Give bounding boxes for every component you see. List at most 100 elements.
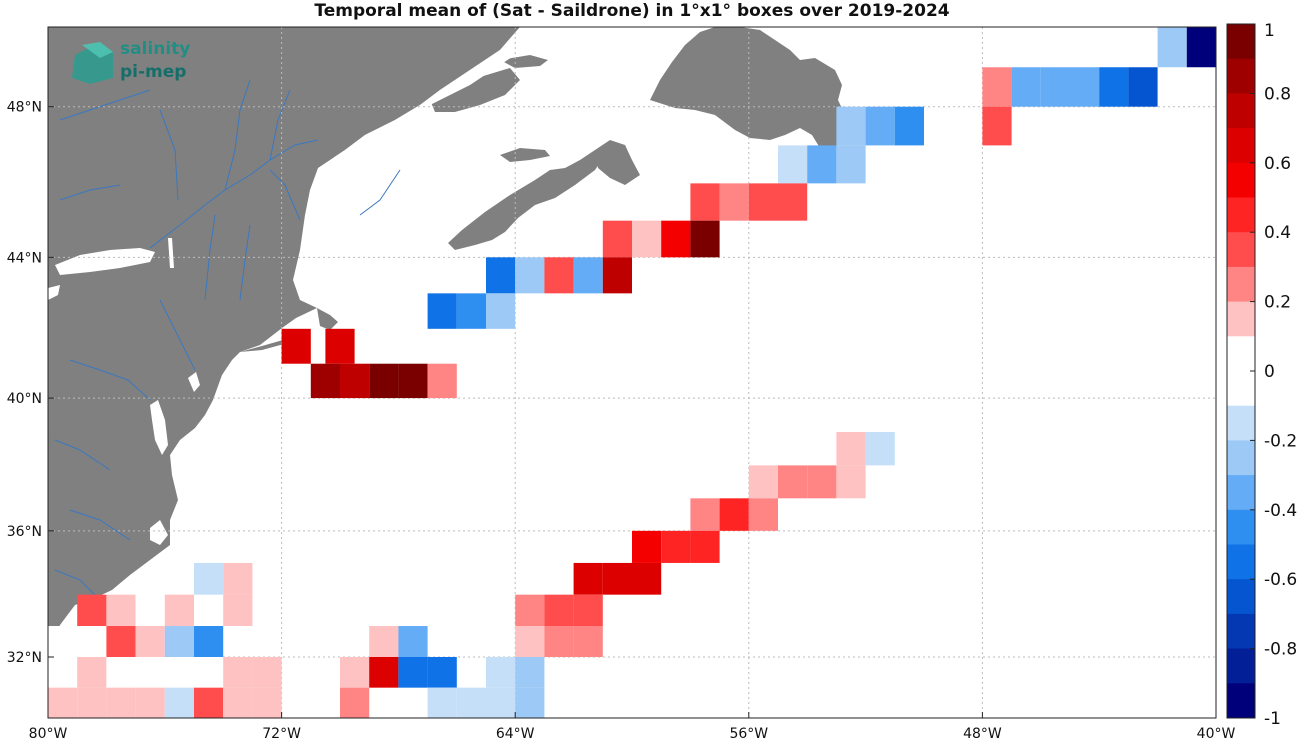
salinity-pimep-logo: salinity pi-mep	[72, 39, 190, 84]
data-cell	[778, 145, 808, 184]
data-cell	[836, 431, 866, 466]
data-cell	[573, 626, 603, 658]
data-cell	[194, 626, 224, 658]
lon-tick-labels: 80°W 72°W 64°W 56°W 48°W 40°W	[29, 712, 1235, 740]
data-cell	[486, 293, 516, 329]
data-cell	[632, 220, 662, 258]
data-cell	[48, 657, 78, 688]
colorbar-segment	[1227, 197, 1255, 233]
data-cell	[427, 363, 457, 399]
colorbar-segment	[1227, 93, 1255, 129]
lat-tick-labels: 48°N 44°N 40°N 36°N 32°N	[7, 100, 54, 666]
data-cell	[340, 657, 370, 688]
nova-scotia	[448, 150, 605, 250]
colorbar-segment	[1227, 24, 1255, 60]
data-cell	[223, 594, 253, 627]
data-cell	[164, 657, 194, 688]
anticosti-island	[500, 55, 548, 68]
data-cell	[106, 657, 136, 688]
lon-tick-label: 56°W	[729, 726, 768, 740]
data-cell	[369, 657, 399, 688]
data-cell	[486, 657, 516, 688]
st-lawrence-estuary	[318, 27, 540, 168]
data-cell	[135, 594, 165, 627]
data-cell	[515, 657, 545, 688]
gaspe-peninsula	[430, 68, 520, 112]
newfoundland	[650, 27, 845, 150]
data-cell	[719, 183, 749, 221]
colorbar-segment	[1227, 648, 1255, 684]
data-cell	[719, 498, 749, 531]
data-cell	[310, 363, 340, 399]
data-cell	[1099, 67, 1129, 107]
lake-erie	[48, 285, 60, 300]
data-cell	[456, 293, 486, 329]
data-cell	[748, 498, 778, 531]
data-cell	[573, 562, 603, 595]
data-cell	[515, 257, 545, 294]
data-cell	[106, 594, 136, 627]
north-america-landmass	[48, 27, 520, 650]
data-cell	[194, 657, 224, 688]
data-cell	[515, 626, 545, 658]
data-cell	[340, 363, 370, 399]
data-cell	[836, 106, 866, 146]
colorbar-tick-label: 0.8	[1264, 84, 1291, 104]
map-frame	[47, 26, 1217, 719]
prince-edward-island	[500, 148, 550, 162]
data-cell	[602, 257, 632, 294]
chesapeake-bay	[150, 400, 168, 455]
colorbar-segment	[1227, 509, 1255, 545]
lat-tick-label: 32°N	[7, 650, 42, 666]
colorbar-segment	[1227, 579, 1255, 615]
data-cell	[982, 106, 1012, 146]
pamlico-sound	[150, 520, 168, 545]
colorbar-segment	[1227, 440, 1255, 476]
colorbar-segment	[1227, 371, 1255, 407]
lat-tick-label: 40°N	[7, 391, 42, 407]
data-cell	[106, 626, 136, 658]
data-cell	[164, 687, 194, 718]
data-cell	[427, 657, 457, 688]
lon-tick-label: 64°W	[496, 726, 535, 740]
data-cell	[398, 626, 428, 658]
colorbar-tick-label: -1	[1264, 709, 1281, 729]
data-cell	[661, 530, 691, 563]
colorbar-segment	[1227, 405, 1255, 441]
colorbar-tick-label: -0.2	[1264, 431, 1297, 451]
data-cell	[1011, 67, 1041, 107]
colorbar-segment	[1227, 266, 1255, 303]
data-cell	[194, 562, 224, 595]
data-cell	[77, 626, 107, 658]
data-cell	[807, 145, 837, 184]
data-cell	[515, 687, 545, 718]
map-title: Temporal mean of (Sat - Saildrone) in 1°…	[314, 1, 950, 21]
colorbar-segment	[1227, 336, 1255, 372]
data-cell	[894, 106, 924, 146]
data-cell	[573, 257, 603, 294]
data-cell	[369, 626, 399, 658]
lat-tick-label: 48°N	[7, 100, 42, 116]
data-cell	[807, 465, 837, 499]
data-cell	[427, 293, 457, 329]
data-cell	[602, 220, 632, 258]
colorbar-segment	[1227, 301, 1255, 337]
data-cell	[865, 431, 895, 466]
data-cell	[194, 687, 224, 718]
data-cell	[836, 465, 866, 499]
data-cell	[661, 220, 691, 258]
data-cell	[486, 687, 516, 718]
data-cell	[690, 220, 720, 258]
colorbar-tick-label: 0.2	[1264, 293, 1291, 313]
lake-ontario	[55, 248, 155, 275]
colorbar-segment	[1227, 58, 1255, 94]
data-cell	[223, 687, 253, 718]
data-cell	[427, 687, 457, 718]
colorbar-tick-label: 0.6	[1264, 154, 1291, 174]
colorbar-segment	[1227, 128, 1255, 164]
data-cell	[1070, 67, 1100, 107]
data-cell	[544, 626, 574, 658]
data-cell	[135, 626, 165, 658]
data-cell	[515, 594, 545, 627]
